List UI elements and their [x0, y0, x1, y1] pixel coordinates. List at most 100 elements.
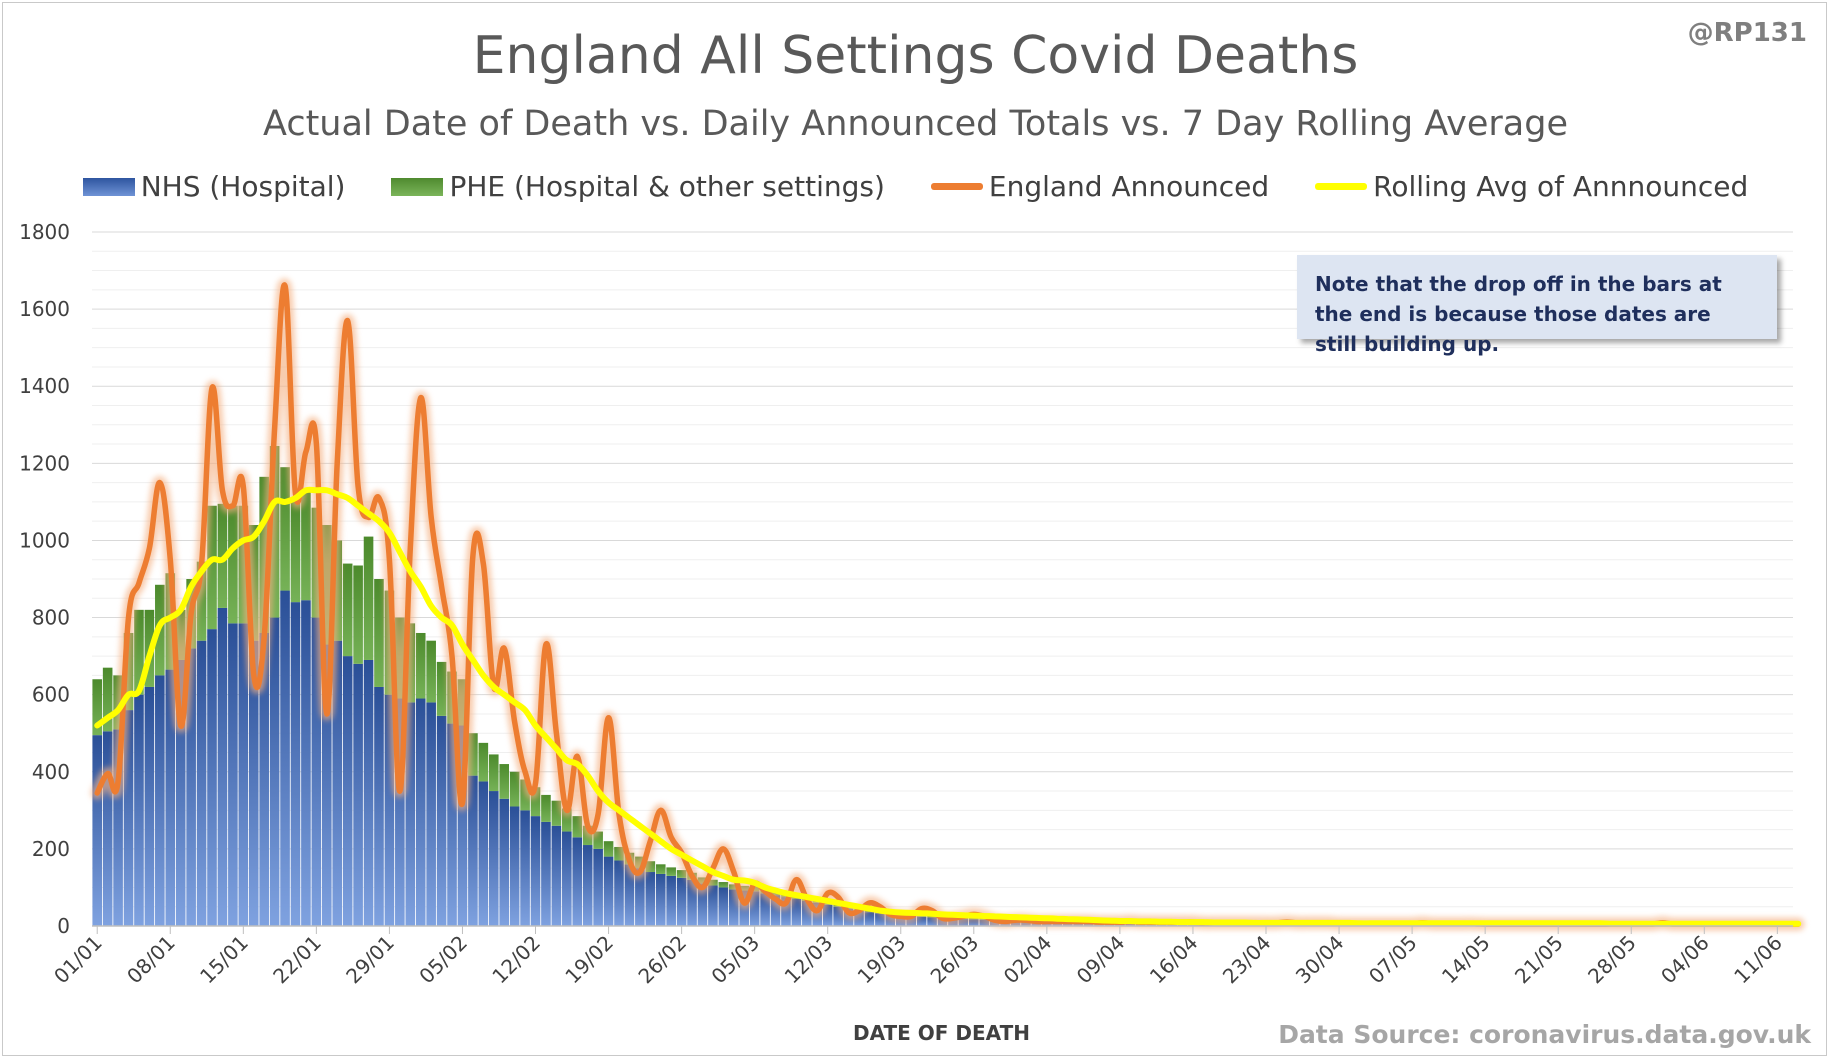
y-tick-label: 200 [32, 837, 70, 861]
bar-nhs [436, 715, 447, 926]
y-tick-label: 1400 [19, 374, 70, 398]
bar-nhs [374, 686, 384, 926]
x-tick-label: 19/03 [853, 931, 911, 989]
bar-nhs [728, 889, 739, 926]
bar-nhs [916, 916, 927, 926]
bar-phe [207, 505, 217, 630]
lines [90, 278, 1805, 931]
x-tick-label: 30/04 [1291, 931, 1349, 989]
bar-nhs [635, 868, 645, 926]
x-tick-label: 22/01 [268, 931, 326, 989]
x-tick-label: 29/01 [341, 931, 399, 989]
bar-nhs [822, 904, 833, 926]
bar-phe [645, 861, 656, 873]
bar-nhs [468, 775, 478, 926]
bar-nhs [697, 883, 708, 926]
bar-nhs [655, 873, 666, 926]
bar-nhs [802, 900, 812, 926]
bar-nhs [749, 891, 760, 926]
bar-phe [468, 733, 478, 776]
bar-phe [509, 771, 520, 807]
bar-nhs [186, 648, 196, 926]
bar-nhs [708, 885, 718, 926]
chart-subtitle: Actual Date of Death vs. Daily Announced… [263, 104, 1568, 144]
bar-nhs [102, 731, 113, 926]
bar-nhs [165, 669, 176, 926]
bar-nhs [113, 729, 123, 926]
bar-phe [676, 870, 687, 878]
bar-nhs [864, 912, 875, 926]
bar-nhs [405, 702, 416, 926]
x-tick-label: 28/05 [1583, 931, 1641, 989]
x-tick-label: 02/04 [999, 931, 1057, 989]
x-tick-label: 04/06 [1656, 931, 1714, 989]
bar-nhs [833, 906, 843, 926]
legend: NHS (Hospital) PHE (Hospital & other set… [0, 170, 1831, 203]
bar-nhs [269, 617, 280, 926]
bar-nhs [426, 702, 436, 926]
x-tick-label: 05/02 [414, 931, 472, 989]
bar-nhs [155, 675, 165, 926]
x-tick-label: 07/05 [1364, 931, 1422, 989]
bar-nhs [541, 821, 551, 926]
bar-nhs [854, 910, 864, 926]
bar-phe [196, 561, 207, 641]
x-tick-label: 26/02 [633, 931, 691, 989]
bar-phe [666, 867, 676, 876]
bar-nhs [530, 816, 541, 926]
bar-phe [134, 609, 144, 695]
bar-phe [301, 488, 311, 601]
author-handle: @RP131 [1687, 18, 1807, 48]
x-tick-label: 16/04 [1145, 931, 1203, 989]
bars [92, 445, 1793, 926]
bar-phe [541, 794, 551, 822]
bar-nhs [499, 798, 510, 926]
bar-phe [280, 467, 290, 591]
bar-nhs [207, 629, 217, 926]
bar-nhs [791, 899, 802, 926]
y-tick-label: 1000 [19, 528, 70, 552]
bar-nhs [238, 623, 249, 926]
bar-nhs [363, 659, 374, 926]
bar-nhs [447, 723, 457, 926]
x-tick-label: 26/03 [926, 931, 984, 989]
bar-nhs [781, 897, 791, 926]
legend-item-nhs: NHS (Hospital) [82, 170, 345, 203]
bar-nhs [509, 806, 520, 926]
bar-nhs [228, 623, 238, 926]
legend-item-announced: England Announced [930, 170, 1269, 203]
bar-phe [436, 661, 447, 716]
bar-phe [551, 800, 562, 826]
bar-phe [572, 816, 583, 838]
legend-swatch-phe [391, 177, 444, 196]
bar-nhs [311, 617, 322, 926]
bar-nhs [551, 825, 562, 926]
bar-nhs [760, 893, 770, 926]
bar-phe [353, 565, 363, 664]
legend-item-rolling: Rolling Avg of Annnounced [1315, 170, 1748, 203]
bar-phe [415, 632, 426, 699]
bar-nhs [624, 864, 635, 926]
x-tick-label: 11/06 [1729, 931, 1787, 989]
bar-nhs [927, 917, 937, 926]
bar-nhs [196, 640, 207, 926]
bar-nhs [322, 644, 332, 926]
x-tick-label: 09/04 [1072, 931, 1130, 989]
legend-label-phe: PHE (Hospital & other settings) [449, 170, 885, 203]
x-tick-label: 15/01 [195, 931, 253, 989]
y-tick-label: 600 [32, 683, 70, 707]
x-tick-label: 12/03 [780, 931, 838, 989]
bar-nhs [478, 781, 489, 926]
bar-nhs [718, 887, 729, 926]
bar-phe [426, 640, 436, 703]
bar-nhs [614, 860, 624, 926]
x-axis-title: DATE OF DEATH [853, 1021, 1030, 1045]
bar-nhs [562, 831, 572, 926]
legend-swatch-nhs [82, 177, 135, 196]
x-tick-label: 12/02 [487, 931, 545, 989]
bar-nhs [353, 663, 363, 926]
bar-nhs [969, 919, 979, 926]
bar-nhs [280, 590, 290, 926]
y-tick-label: 1600 [19, 297, 70, 321]
